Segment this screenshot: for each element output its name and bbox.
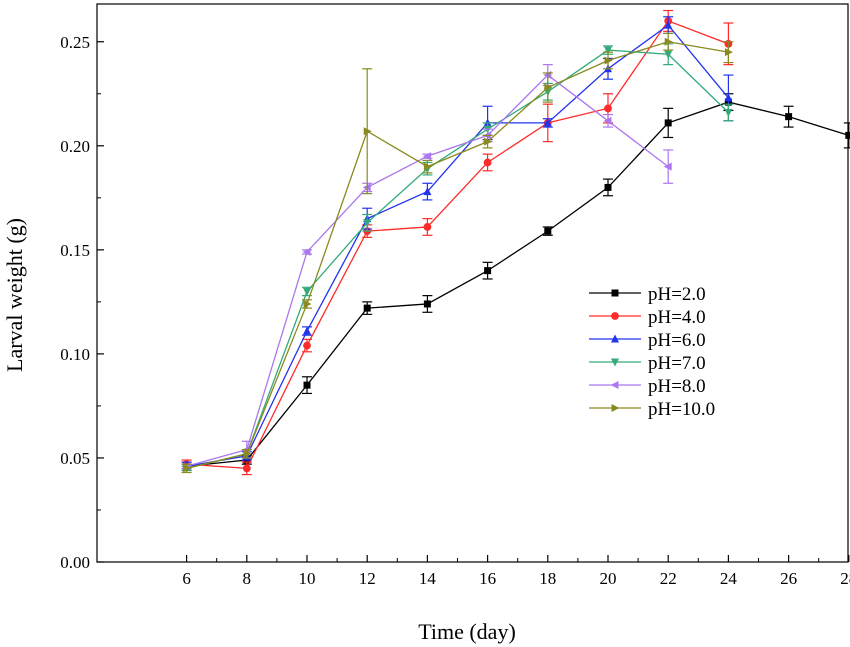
data-point (303, 381, 311, 389)
data-point (243, 449, 252, 458)
data-point (664, 50, 673, 59)
x-tick-label: 12 (359, 569, 376, 588)
data-point (664, 119, 672, 127)
data-point (483, 158, 492, 167)
data-point (183, 464, 192, 473)
data-point (363, 304, 371, 312)
data-point (604, 183, 612, 191)
legend-label: pH=7.0 (648, 353, 706, 374)
data-point (664, 20, 673, 29)
data-point (303, 326, 311, 335)
y-tick-label: 0.00 (60, 553, 90, 572)
x-tick-label: 14 (419, 569, 437, 588)
data-point (544, 227, 552, 235)
legend-marker (610, 381, 619, 389)
data-point (303, 287, 311, 296)
x-tick-label: 16 (479, 569, 496, 588)
y-tick-label: 0.05 (60, 449, 90, 468)
y-tick-label: 0.25 (60, 33, 90, 52)
axes: 6810121416182022242628300.000.050.100.15… (60, 3, 850, 588)
legend-label: pH=8.0 (648, 376, 706, 397)
data-point (664, 37, 673, 46)
data-point (785, 113, 793, 121)
data-point (423, 162, 432, 171)
data-point (484, 137, 493, 146)
legend-marker (611, 312, 619, 320)
series-group (181, 9, 850, 476)
series-pH=2.0 (181, 93, 850, 472)
data-point (604, 46, 612, 55)
series-pH=10.0 (181, 32, 734, 474)
x-tick-label: 24 (720, 569, 738, 588)
legend-marker (611, 289, 619, 297)
x-axis-title: Time (day) (418, 619, 516, 644)
series-pH=8.0 (181, 64, 674, 471)
legend-marker (611, 358, 619, 367)
series-line (186, 49, 729, 469)
series-line (186, 24, 729, 467)
y-tick-label: 0.15 (60, 241, 90, 260)
data-point (302, 247, 311, 256)
x-tick-label: 22 (660, 569, 677, 588)
x-tick-label: 8 (243, 569, 252, 588)
data-point (543, 118, 552, 127)
data-point (603, 116, 612, 125)
legend-label: pH=6.0 (648, 330, 706, 351)
data-point (303, 299, 312, 308)
x-tick-label: 26 (780, 569, 797, 588)
legend-marker (611, 334, 619, 343)
plot-frame (96, 3, 849, 563)
legend-label: pH=2.0 (648, 284, 706, 305)
data-point (363, 127, 372, 136)
data-point (845, 131, 850, 139)
y-tick-label: 0.20 (60, 137, 90, 156)
data-point (363, 219, 372, 228)
data-point (242, 464, 251, 473)
legend-label: pH=4.0 (648, 307, 706, 328)
data-point (484, 267, 492, 275)
data-point (724, 48, 733, 57)
series-line (186, 101, 849, 467)
data-point (423, 300, 431, 308)
x-tick-label: 20 (600, 569, 617, 588)
data-point (724, 93, 733, 102)
data-point (423, 223, 432, 231)
x-tick-label: 18 (539, 569, 556, 588)
series-pH=4.0 (181, 9, 734, 476)
x-tick-label: 28 (840, 569, 850, 588)
series-line (186, 20, 729, 470)
legend-marker (611, 404, 620, 412)
data-point (604, 104, 612, 113)
legend: pH=2.0pH=4.0pH=6.0pH=7.0pH=8.0pH=10.0 (589, 284, 715, 420)
data-point (422, 152, 431, 161)
data-point (604, 56, 613, 65)
data-point (303, 341, 311, 350)
y-tick-label: 0.10 (60, 345, 90, 364)
y-axis-title: Larval weight (g) (2, 218, 27, 372)
data-point (663, 162, 672, 171)
x-tick-label: 10 (299, 569, 316, 588)
legend-label: pH=10.0 (648, 399, 715, 420)
series-line (186, 41, 729, 469)
data-point (423, 187, 432, 196)
data-point (544, 83, 553, 92)
x-tick-label: 6 (182, 569, 191, 588)
data-point (724, 109, 733, 118)
